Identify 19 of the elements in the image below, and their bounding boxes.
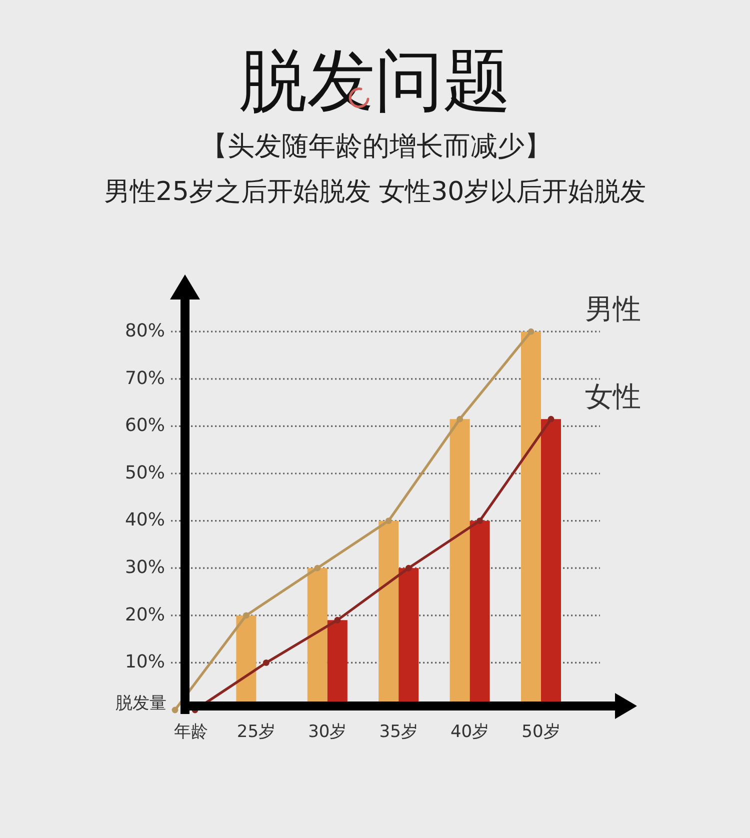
y-tick-label: 30% [124,557,165,578]
y-tick-label: 70% [124,368,165,389]
x-tick-label: 35岁 [379,722,418,742]
series-label: 男性 [585,292,641,326]
y-tick-label: 50% [124,462,165,484]
x-tick-label: 25岁 [236,722,276,742]
y-axis-title: 脱发量 [116,694,166,714]
y-tick-label: 80% [124,320,165,342]
y-tick-label: 40% [124,510,165,531]
chart-subtitle: 【头发随年龄的增长而减少】 [200,131,552,162]
y-tick-label: 10% [124,652,165,673]
x-tick-label: 40岁 [450,722,490,742]
x-tick-label: 50岁 [522,722,560,742]
x-tick-label: 30岁 [308,722,347,742]
text: 男性25岁之后开始脱发 女性30岁以后开始脱发 [104,177,646,207]
series-label: 女性 [585,380,641,413]
x-axis-title: 年龄 [174,722,208,742]
y-tick-label: 20% [124,604,165,626]
y-tick-label: 60% [124,415,165,436]
